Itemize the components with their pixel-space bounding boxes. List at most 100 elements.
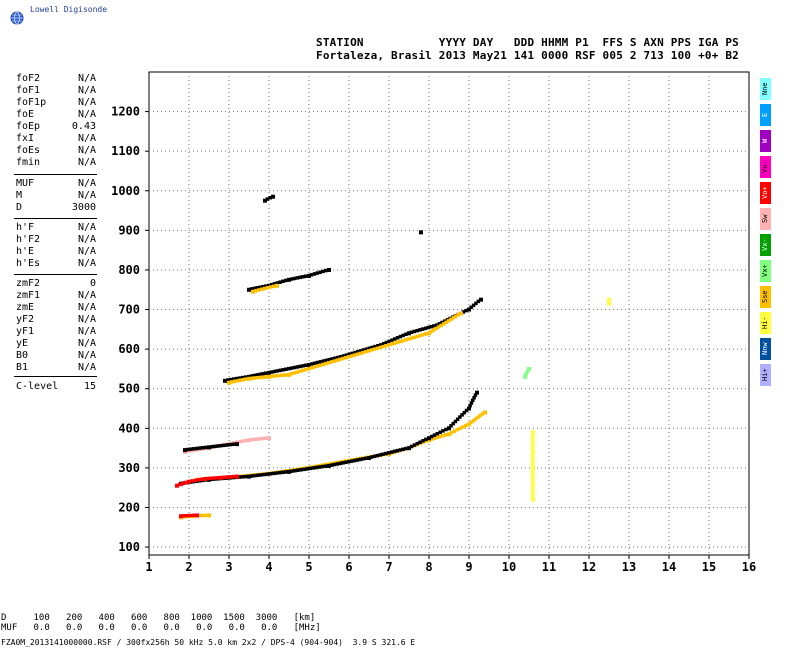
echo-point [407, 446, 411, 451]
echo-point [404, 446, 408, 451]
echo-point [429, 329, 433, 334]
param-name-zme: zmE [16, 302, 35, 313]
echo-point [438, 430, 442, 435]
echo-point [480, 412, 485, 416]
x-tick-label: 1 [145, 560, 152, 574]
echo-point [531, 472, 535, 476]
echo-point [436, 325, 441, 329]
param-value-he: N/A [77, 246, 96, 257]
echo-point [287, 372, 291, 377]
echo-point [238, 376, 242, 380]
echo-point [293, 468, 297, 473]
param-name-muf: MUF [16, 178, 35, 189]
echo-point [347, 355, 351, 359]
echo-point [278, 368, 282, 373]
legend-item-vominus: Vo- [760, 156, 771, 178]
echo-point [381, 341, 386, 346]
legend-label: Vx+ [761, 264, 769, 278]
echo-point [525, 369, 530, 374]
echo-point [333, 356, 337, 360]
echo-point [453, 419, 458, 424]
echo-point [449, 424, 453, 428]
echo-point [264, 436, 268, 440]
echo-point [323, 464, 328, 468]
echo-point [338, 461, 342, 466]
echo-point [307, 366, 311, 371]
echo-point [247, 287, 251, 292]
echo-point [369, 348, 374, 352]
echo-point [401, 447, 405, 452]
echo-point [252, 437, 257, 442]
y-tick-label: 400 [118, 421, 140, 435]
echo-point [212, 476, 217, 480]
echo-point [283, 470, 288, 474]
echo-point [255, 373, 260, 377]
echo-point [361, 348, 366, 352]
echo-point [295, 370, 300, 374]
echo-point [244, 375, 248, 379]
echo-point [188, 513, 193, 518]
param-value-fmin: N/A [77, 157, 96, 168]
echo-point [281, 368, 285, 372]
y-tick-label: 600 [118, 342, 140, 356]
echo-point [272, 284, 276, 289]
echo-point [461, 310, 466, 314]
echo-point [418, 328, 422, 332]
echo-point [309, 366, 314, 370]
echo-point [192, 447, 196, 451]
echo-point [468, 403, 472, 408]
echo-point [298, 369, 302, 373]
echo-point [193, 478, 197, 483]
echo-point [231, 474, 236, 479]
echo-point [352, 353, 357, 357]
echo-point [250, 474, 254, 478]
echo-point [264, 375, 268, 379]
param-name-b0: B0 [16, 350, 29, 361]
echo-point [301, 364, 305, 368]
echo-point [358, 351, 362, 356]
echo-point [292, 365, 297, 370]
param-value-foe: N/A [77, 109, 96, 120]
y-tick-label: 100 [118, 540, 140, 554]
echo-point [341, 356, 345, 361]
echo-point [235, 442, 239, 447]
param-value-d: 3000 [71, 202, 96, 213]
echo-point [185, 513, 189, 518]
echo-point [435, 435, 440, 440]
echo-point [272, 282, 277, 286]
echo-point [531, 494, 535, 498]
param-name-yf1: yF1 [16, 326, 35, 337]
echo-point [531, 481, 535, 486]
echo-point [284, 367, 288, 371]
echo-point [421, 439, 425, 443]
echo-point [261, 436, 265, 441]
echo-point [395, 336, 400, 340]
echo-point [225, 475, 229, 479]
echo-point [367, 349, 371, 353]
echo-point [229, 377, 233, 382]
echo-point [432, 436, 437, 440]
y-tick-label: 700 [118, 303, 140, 317]
param-name-fxi: fxI [16, 133, 35, 144]
echo-point [314, 465, 319, 470]
echo-point [182, 514, 186, 518]
echo-point [278, 373, 282, 378]
echo-point [336, 355, 340, 360]
param-value-hf2: N/A [77, 234, 96, 245]
echo-point [327, 360, 331, 365]
param-name-clevel: C-level [16, 381, 59, 392]
echo-point [265, 197, 270, 201]
echo-point [327, 463, 331, 468]
echo-point [258, 437, 262, 441]
echo-point [483, 410, 487, 415]
echo-point [426, 325, 431, 330]
echo-point [267, 436, 271, 441]
echo-point [206, 476, 210, 481]
echo-point [222, 443, 227, 448]
echo-point [471, 398, 475, 403]
echo-point [287, 366, 291, 371]
logo-text: Lowell Digisonde [30, 5, 108, 14]
echo-point [259, 473, 263, 477]
echo-point [189, 447, 193, 451]
echo-point [235, 474, 239, 479]
